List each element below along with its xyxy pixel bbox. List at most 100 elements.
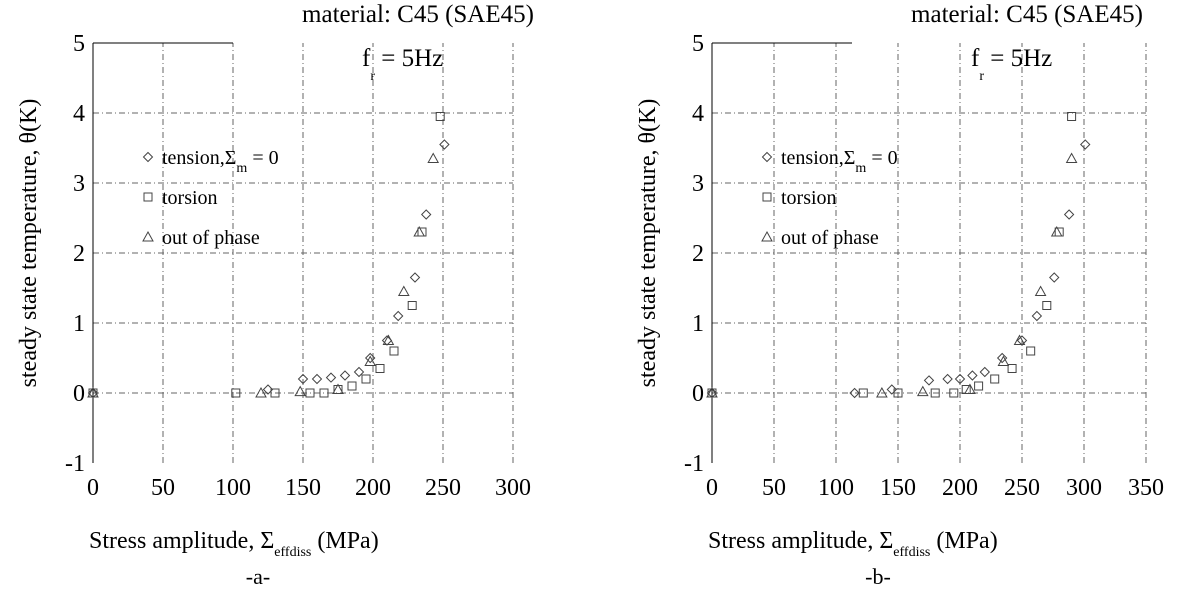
data-point-diamond [1080,139,1091,150]
data-point-square [1026,346,1036,356]
x-tick-label: 150 [285,475,321,501]
data-point-diamond [996,352,1008,364]
x-tick-label: 150 [880,475,916,501]
data-point-diamond [262,384,274,395]
data-point-diamond [409,272,421,283]
y-tick-label: -1 [65,451,85,477]
legend-marker-triangle [142,230,154,242]
data-point-triangle [332,383,344,394]
x-tick-label: 350 [1128,475,1164,501]
data-point-triangle [427,152,440,163]
x-tick-label: 300 [1066,475,1102,501]
data-point-diamond [1063,209,1075,220]
data-point-square [949,388,959,398]
data-point-square [361,374,371,384]
series-triangle [87,152,440,398]
data-point-triangle [1065,152,1078,163]
data-point-diamond [954,373,966,385]
y-tick-label: 0 [692,381,704,407]
data-point-square [930,388,940,398]
grid [712,43,1147,463]
legend: tension,Σm = 0 torsion out of phase [761,147,898,249]
panel-label: -a- [246,564,270,589]
data-point-diamond [923,375,935,386]
legend-label-rest: = 0 [247,147,278,169]
x-axis-label: Stress amplitude, Σeffdiss (MPa) [708,528,998,560]
y-tick-label: 5 [692,31,704,57]
data-point-triangle [255,386,267,398]
data-point-diamond [849,387,860,399]
data-point-square [1007,364,1017,373]
legend-label-main: tension,Σ [781,147,855,169]
legend-label: out of phase [162,227,260,249]
series-diamond [706,139,1091,399]
data-point-square [990,374,1000,384]
data-point-triangle [382,334,395,345]
y-tick-label: 3 [73,171,85,197]
x-tick-label: 250 [425,475,461,501]
legend-label-main: out of phase [781,227,879,249]
legend-label-sub: m [236,161,247,176]
data-point-square [435,112,445,121]
x-axis-label-unit: (MPa) [930,528,997,554]
legend-label: tension,Σm = 0 [162,147,279,176]
y-tick-label: 4 [692,101,704,127]
data-point-diamond [364,352,376,364]
chart-subtitle: fr = 5Hz [971,45,1052,84]
panel-label: -b- [865,564,891,589]
data-point-square [375,364,385,373]
legend-label-main: torsion [162,187,218,209]
y-tick-label: 3 [692,171,704,197]
legend: tension,Σm = 0 torsion out of phase [142,147,279,249]
data-point-diamond [967,370,978,381]
data-point-triangle [997,355,1010,366]
data-point-diamond [297,373,309,385]
data-point-diamond [392,310,404,322]
data-point-square [389,346,399,356]
y-tick-label: 2 [73,241,85,267]
data-point-diamond [339,370,351,381]
x-axis-label-main: Stress amplitude, Σ [708,528,893,554]
data-point-square [319,388,329,398]
data-point-triangle [294,385,307,397]
data-point-square [1067,112,1077,121]
data-point-diamond [1031,310,1043,322]
legend-marker-square [762,192,772,202]
data-point-triangle [706,386,718,398]
subtitle-sub: r [370,69,375,84]
legend-label-main: torsion [781,187,837,209]
x-axis-label-unit: (MPa) [311,528,378,554]
legend-label-rest: = 0 [866,147,897,169]
data-point-triangle [87,386,99,398]
data-point-triangle [1034,285,1047,296]
x-tick-label: 300 [495,475,531,501]
y-tick-label: 2 [692,241,704,267]
data-point-triangle [1050,225,1063,237]
x-tick-label: 0 [706,475,718,501]
x-tick-label: 250 [1004,475,1040,501]
chart-title: material: C45 (SAE45) [302,1,534,28]
y-tick-label: 0 [73,381,85,407]
x-tick-label: 200 [355,475,391,501]
data-point-square [974,381,984,391]
x-tick-label: 100 [818,475,854,501]
data-point-diamond [353,366,365,378]
data-point-diamond [979,366,991,378]
data-point-triangle [397,285,410,296]
legend-marker-diamond [761,151,773,163]
x-tick-label: 50 [151,475,175,501]
data-point-diamond [886,384,898,395]
y-tick-label: 1 [692,311,704,337]
data-point-diamond [325,372,337,383]
data-point-triangle [964,383,976,394]
data-point-square [858,388,868,398]
x-tick-label: 0 [87,475,99,501]
data-point-triangle [876,386,888,398]
legend-marker-triangle [761,230,773,242]
legend-marker-square [143,192,153,202]
data-point-square [407,301,417,310]
subtitle-sub: r [979,69,984,84]
